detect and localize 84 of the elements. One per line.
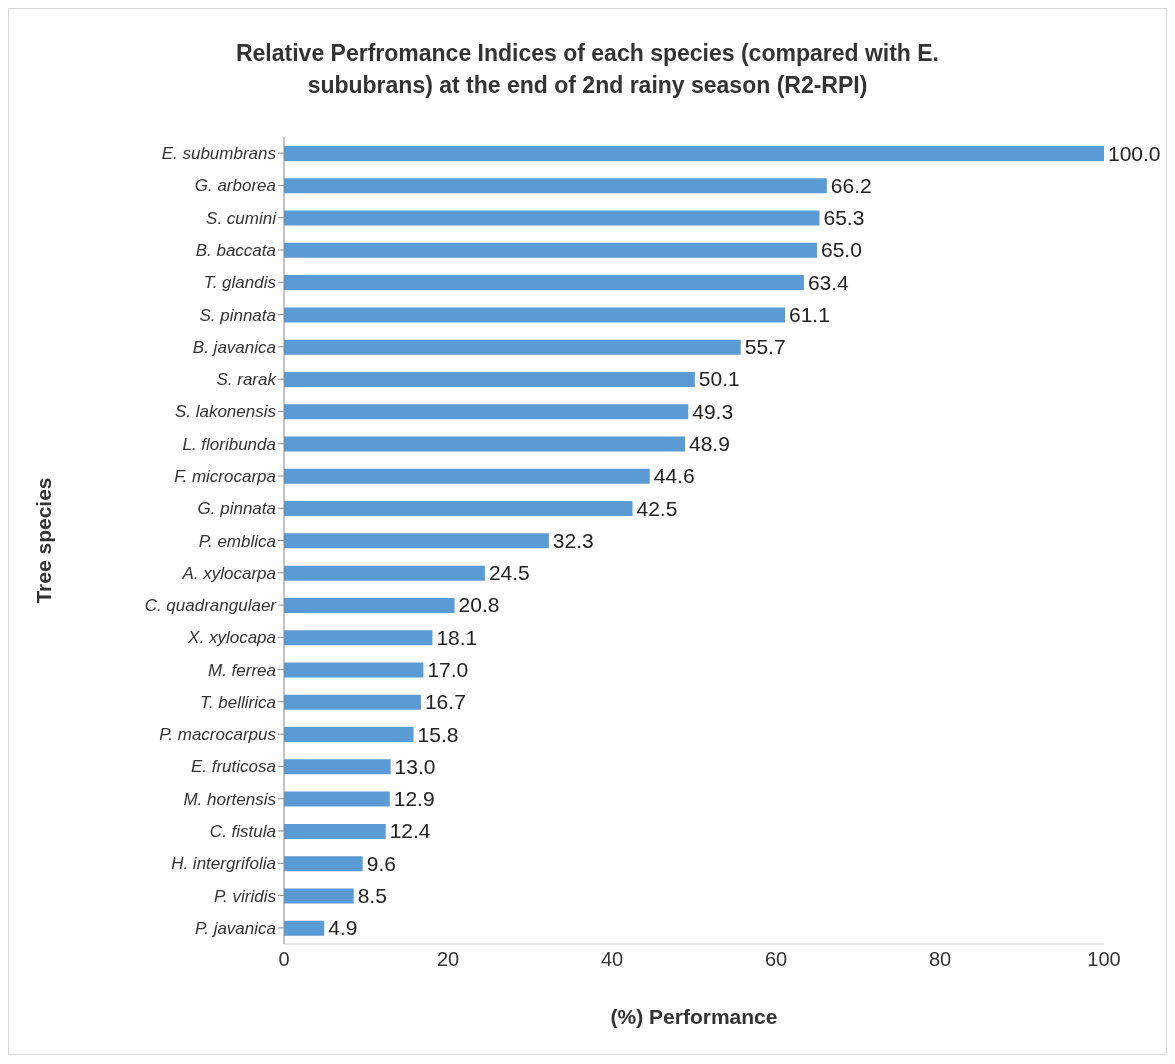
y-tick-label: E. subumbrans (161, 144, 277, 164)
bar (284, 565, 485, 581)
data-label: 48.9 (688, 432, 730, 456)
y-tick-label: P. emblica (198, 531, 276, 551)
x-tick-label: 80 (928, 948, 952, 971)
y-axis-title: Tree species (32, 477, 56, 604)
y-tick-label: S. cumini (206, 208, 278, 228)
bar (284, 920, 325, 936)
y-tick-label: F. microcarpa (174, 466, 276, 486)
y-tick-label: B. baccata (195, 241, 276, 261)
data-label: 17.0 (427, 657, 469, 681)
bar (284, 597, 455, 613)
bar (284, 468, 650, 484)
data-label: 15.8 (417, 722, 459, 746)
data-label: 55.7 (744, 335, 786, 359)
data-label: 4.9 (328, 916, 358, 940)
bar (284, 662, 424, 678)
data-label: 66.2 (830, 173, 872, 197)
data-label: 8.5 (357, 883, 387, 907)
y-tick-label: P. javanica (195, 918, 276, 938)
bar (284, 888, 354, 904)
data-label: 44.6 (653, 464, 695, 488)
data-label: 12.9 (393, 787, 435, 811)
bar (284, 856, 363, 872)
x-tick-label: 100 (1087, 948, 1121, 971)
data-label: 24.5 (488, 561, 530, 585)
data-label: 32.3 (552, 528, 594, 552)
y-tick-label: M. ferrea (207, 660, 276, 680)
bar (284, 533, 549, 549)
bar (284, 242, 817, 258)
data-label: 42.5 (636, 496, 678, 520)
data-label: 63.4 (807, 270, 850, 294)
x-tick-label: 40 (600, 948, 624, 971)
bar (284, 759, 391, 775)
data-label: 65.0 (821, 238, 862, 262)
data-label: 20.8 (458, 593, 500, 617)
bar (284, 630, 433, 646)
y-tick-label: C. quadrangulaer (144, 596, 278, 616)
bar (284, 404, 689, 420)
y-tick-label: S. lakonensis (174, 402, 277, 422)
bar (284, 307, 786, 323)
x-axis-title: (%) Performance (610, 1005, 778, 1028)
bar (284, 210, 820, 226)
data-label: 12.4 (389, 819, 431, 843)
bar (284, 339, 741, 355)
y-tick-label: P. macrocarpus (159, 725, 277, 745)
data-label: 61.1 (789, 302, 830, 326)
data-label: 65.3 (823, 206, 865, 230)
y-tick-label: T. glandis (203, 273, 277, 293)
y-tick-label: P. viridis (213, 886, 277, 906)
y-tick-label: H. intergrifolia (171, 854, 276, 874)
y-tick-label: T. bellirica (200, 692, 276, 712)
x-tick-label: 20 (436, 948, 460, 971)
bar (284, 694, 421, 710)
data-label: 100.0 (1108, 141, 1161, 165)
y-tick-label: M. hortensis (183, 789, 277, 809)
y-tick-label: X. xylocapa (187, 628, 276, 648)
bar (284, 823, 386, 839)
bar (284, 371, 695, 387)
bar (284, 146, 1104, 161)
data-label: 16.7 (424, 690, 466, 714)
x-tick-label: 60 (764, 948, 788, 971)
bar (284, 791, 390, 807)
data-label: 49.3 (692, 399, 734, 423)
data-label: 9.6 (366, 851, 396, 875)
y-tick-label: A. xylocarpa (181, 563, 276, 583)
y-tick-label: G. arborea (194, 176, 276, 196)
data-label: 50.1 (698, 367, 740, 391)
y-tick-label: S. rarak (216, 370, 278, 390)
bar (284, 436, 685, 452)
y-tick-label: L. floribunda (182, 434, 276, 454)
y-tick-label: E. fruticosa (190, 757, 276, 777)
bar (284, 501, 633, 517)
y-tick-label: S. pinnata (199, 305, 276, 325)
chart-title: Relative Perfromance Indices of each species (compared with E. sububrans) at the end of 2nd rainy season (R2-RPI) (234, 39, 940, 100)
bar (284, 727, 414, 743)
y-tick-label: C. fistula (209, 822, 276, 842)
y-tick-label: G. pinnata (197, 499, 276, 519)
data-label: 13.0 (394, 754, 436, 778)
x-tick-label: 0 (278, 948, 290, 971)
data-label: 18.1 (436, 625, 478, 649)
bar (284, 275, 804, 291)
bar (284, 178, 827, 194)
y-tick-label: B. javanica (192, 337, 276, 357)
